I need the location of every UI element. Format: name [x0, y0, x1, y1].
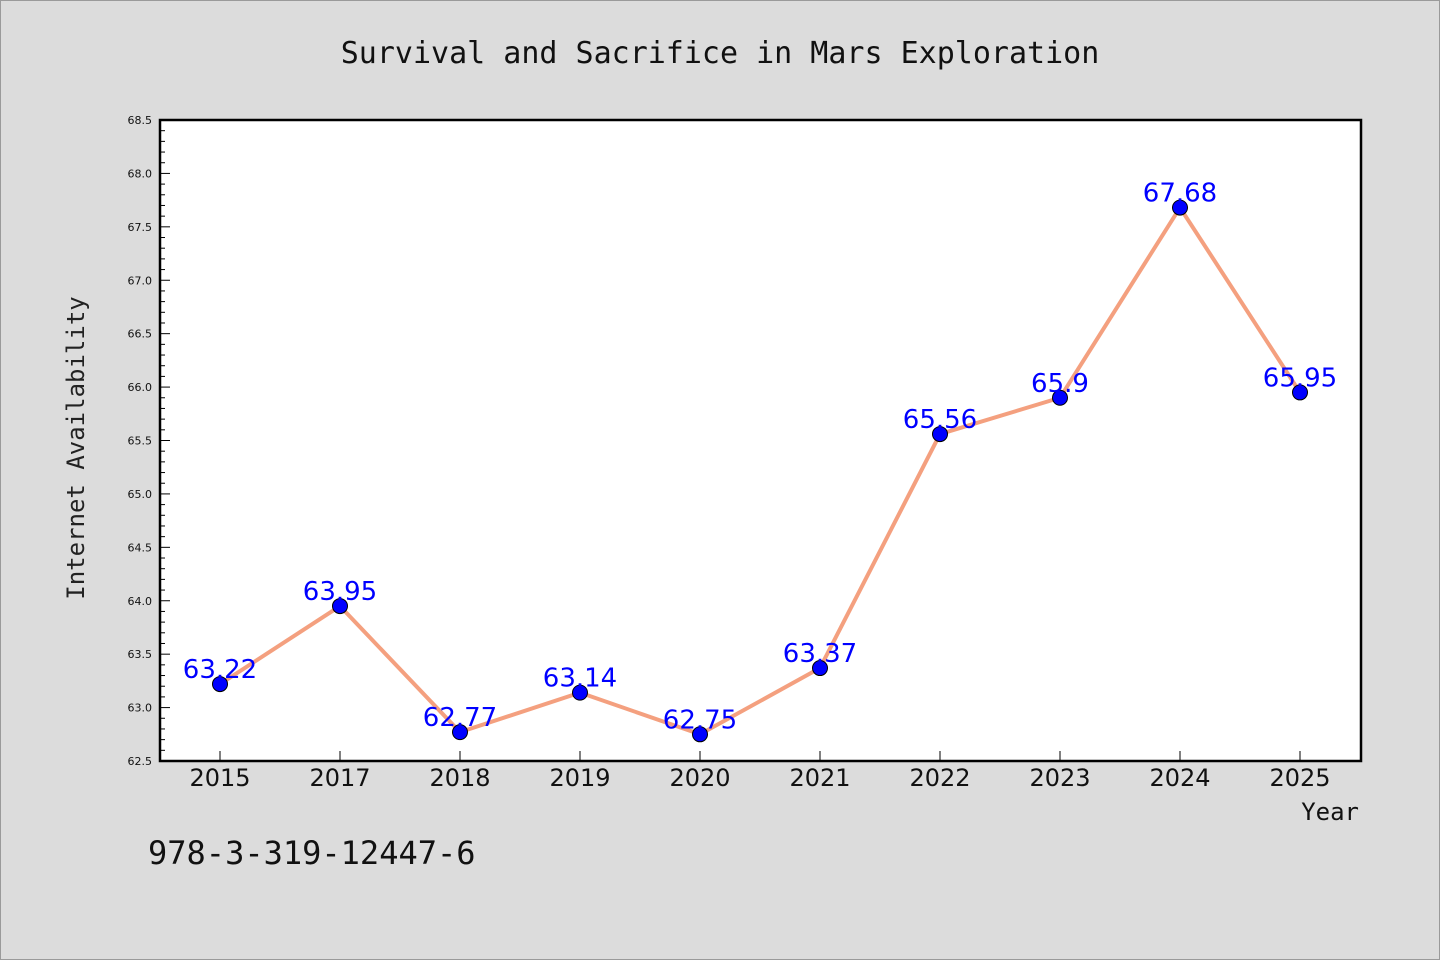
data-point [572, 684, 588, 701]
data-label: 65.56 [903, 405, 977, 435]
data-label: 62.77 [423, 703, 497, 733]
y-tick-label: 65.0 [128, 488, 153, 501]
series-group: 63.22 63.95 62.77 63.14 62.75 63.37 65.56 65.9 6… [183, 179, 1337, 743]
x-tick-label: 2017 [309, 764, 370, 792]
x-tick-label: 2020 [669, 764, 730, 792]
series-line [218, 205, 1302, 737]
y-tick-label: 62.5 [128, 755, 153, 768]
data-point [812, 660, 828, 677]
x-tick-label: 2023 [1029, 764, 1090, 792]
y-axis-label: Internet Availability [62, 296, 90, 599]
x-axis-label: Year [1301, 798, 1359, 826]
data-point [932, 426, 948, 443]
data-point [212, 676, 228, 693]
plot-area [158, 118, 1363, 763]
data-point [452, 724, 468, 741]
data-label: 67.68 [1143, 179, 1217, 209]
y-tick-label: 65.5 [128, 435, 153, 448]
data-label: 63.14 [543, 664, 617, 694]
y-tick-label: 67.0 [128, 274, 153, 287]
y-tick-label: 63.5 [128, 648, 153, 661]
data-point [332, 598, 348, 615]
data-label: 65.95 [1263, 363, 1337, 393]
data-label: 63.22 [183, 655, 257, 685]
x-axis: 2015 2017 2018 2019 2020 2021 2022 2023 2024 2025 [189, 751, 1331, 792]
y-tick-label: 66.0 [128, 381, 153, 394]
y-tick-label: 68.5 [128, 114, 153, 127]
data-label: 63.95 [303, 577, 377, 607]
x-tick-label: 2015 [189, 764, 250, 792]
y-tick-label: 67.5 [128, 221, 153, 234]
y-axis: 62.5 63.0 63.5 64.0 64.5 65.0 65.5 66.0 66.5 67.0… [128, 114, 170, 768]
y-tick-label: 68.0 [128, 167, 153, 180]
y-tick-label: 64.0 [128, 595, 153, 608]
chart-title: Survival and Sacrifice in Mars Explorati… [341, 36, 1100, 71]
data-label: 62.75 [663, 705, 737, 735]
x-tick-label: 2021 [789, 764, 850, 792]
data-label: 63.37 [783, 639, 857, 669]
data-point [1292, 384, 1308, 401]
data-point [1172, 199, 1188, 216]
y-tick-label: 63.0 [128, 702, 153, 715]
x-tick-label: 2025 [1269, 764, 1330, 792]
y-tick-label: 64.5 [128, 541, 153, 554]
x-tick-label: 2022 [909, 764, 970, 792]
isbn-text: 978-3-319-12447-6 [148, 834, 476, 872]
data-point [1052, 389, 1068, 406]
x-tick-label: 2018 [429, 764, 490, 792]
data-point [692, 726, 708, 743]
x-tick-label: 2019 [549, 764, 610, 792]
x-tick-label: 2024 [1149, 764, 1210, 792]
y-tick-label: 66.5 [128, 328, 153, 341]
data-label: 65.9 [1031, 369, 1089, 399]
